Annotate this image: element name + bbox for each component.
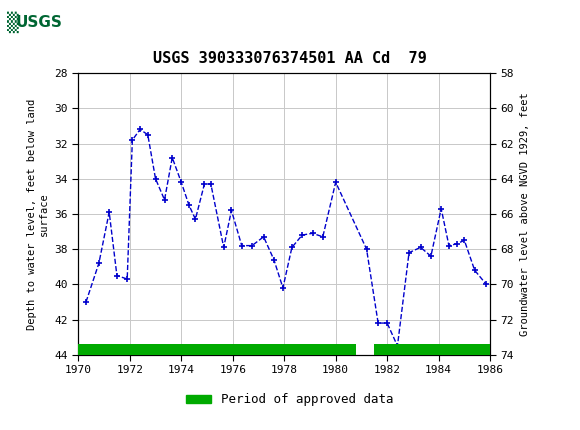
Legend: Period of approved data: Period of approved data [181, 388, 399, 412]
Text: USGS: USGS [16, 15, 63, 30]
Bar [78, 344, 356, 355]
Y-axis label: Depth to water level, feet below land
surface: Depth to water level, feet below land su… [27, 98, 49, 329]
Text: ▒: ▒ [7, 12, 19, 34]
Text: USGS 390333076374501 AA Cd  79: USGS 390333076374501 AA Cd 79 [153, 51, 427, 66]
Bar [374, 344, 490, 355]
Y-axis label: Groundwater level above NGVD 1929, feet: Groundwater level above NGVD 1929, feet [520, 92, 530, 336]
FancyBboxPatch shape [3, 3, 78, 42]
